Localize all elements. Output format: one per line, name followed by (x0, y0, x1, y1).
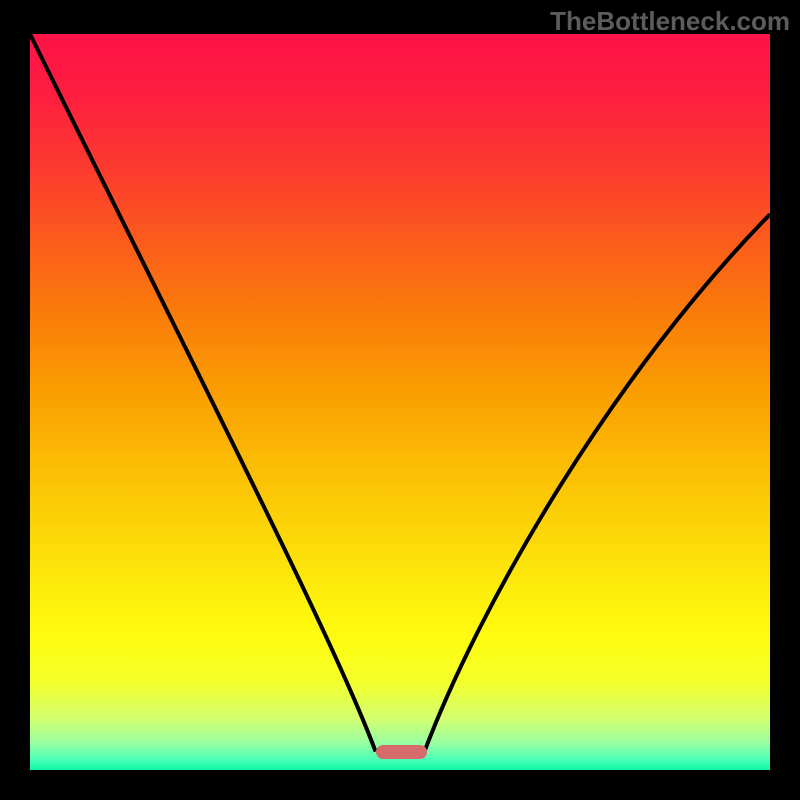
curve-layer (0, 0, 800, 800)
trough-marker (376, 745, 428, 759)
right-bottleneck-curve (424, 214, 770, 751)
left-bottleneck-curve (30, 34, 376, 752)
watermark-text: TheBottleneck.com (550, 6, 790, 37)
